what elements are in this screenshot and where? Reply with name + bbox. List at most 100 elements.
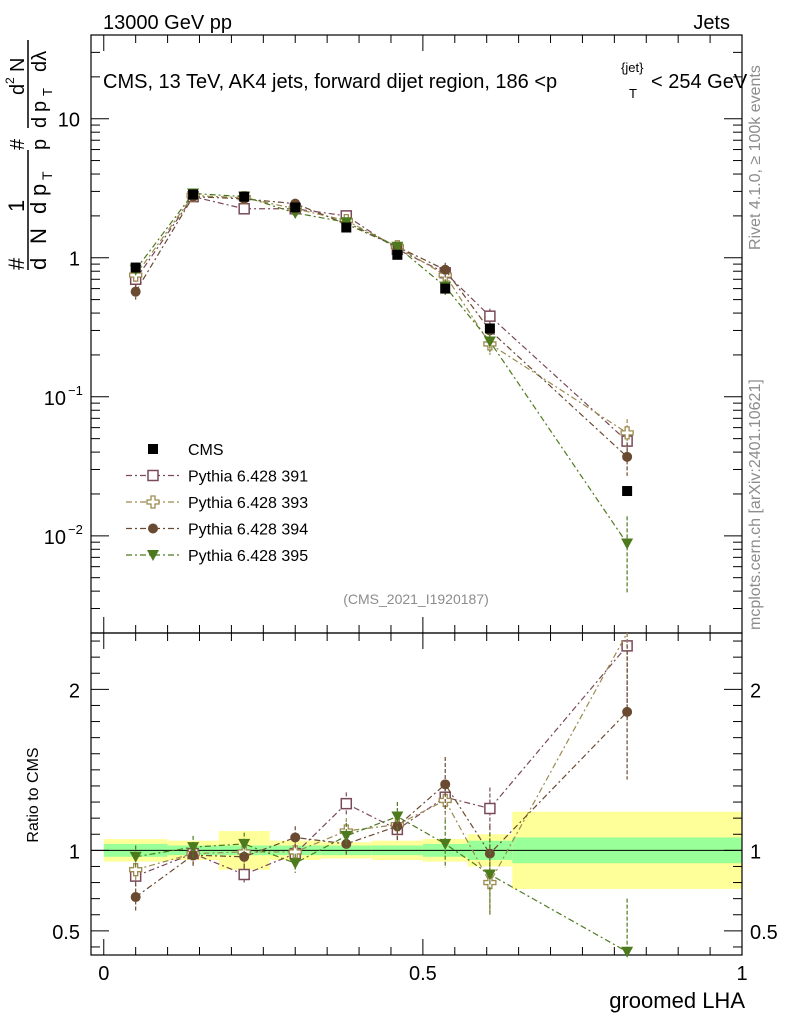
y-tick-label: 10 <box>44 388 66 410</box>
ylabel-sup2: 2 <box>3 77 17 84</box>
series-394-ratio-point <box>290 832 301 843</box>
y-tick-exponent: −2 <box>68 522 83 537</box>
ratio-y-label: Ratio to CMS <box>25 747 42 842</box>
ratio-tick-label-left: 0.5 <box>52 922 80 944</box>
ratio-tick-label-right: 0.5 <box>750 922 778 944</box>
series-395-point <box>483 336 496 348</box>
series-395-ratio-point <box>483 869 496 881</box>
ylabel-t2: T <box>40 88 55 96</box>
ylabel-t1: T <box>39 171 55 180</box>
ylabel-dlambda: dλ <box>29 51 51 72</box>
title-sup: {jet} <box>621 60 644 75</box>
ratio-tick-label-right: 1 <box>750 841 761 863</box>
ylabel-hash1: # <box>4 257 29 270</box>
series-394-line <box>135 196 628 458</box>
series-393-ratio-point <box>129 863 143 877</box>
legend-label: Pythia 6.428 394 <box>188 522 308 539</box>
watermark: (CMS_2021_I1920187) <box>343 591 489 607</box>
series-393-point <box>620 426 634 440</box>
rivet-label: Rivet 4.1.0, ≥ 100k events <box>747 65 764 250</box>
ylabel-p1: p <box>26 184 51 196</box>
series-394-ratio-point <box>622 706 633 717</box>
x-tick-label: 1 <box>736 963 747 985</box>
legend-marker <box>147 469 159 482</box>
series-395-point <box>391 241 404 253</box>
series-395-ratio-line <box>135 815 628 953</box>
ylabel-d1: d <box>26 258 51 270</box>
x-tick-label: 0.5 <box>409 963 437 985</box>
series-395-ratio-point <box>187 842 200 854</box>
y-tick-exponent: −1 <box>68 383 83 398</box>
series-391-ratio-point <box>340 797 353 810</box>
series-395-ratio-point <box>340 830 353 842</box>
legend-marker <box>146 495 160 509</box>
x-axis-label: groomed LHA <box>609 988 745 1013</box>
series-394-ratio-point <box>130 892 141 903</box>
series-394-point <box>130 286 141 297</box>
y-tick-label: 10 <box>44 527 66 549</box>
series-391-line <box>135 195 628 442</box>
ratio-frame <box>90 632 743 956</box>
series-393-line <box>135 194 628 434</box>
series-391-point <box>238 203 250 215</box>
series-394-ratio-point <box>440 779 451 790</box>
cms-data-point <box>290 202 301 213</box>
ratio-plot: 0 0.5 10.5 0.51 12 2 <box>52 632 778 985</box>
series-395-ratio-point <box>391 811 404 823</box>
ratio-tick-label-right: 2 <box>750 680 761 702</box>
cms-data-point <box>484 323 495 334</box>
cms-data-point <box>239 191 250 202</box>
series-395-ratio-point <box>289 858 302 870</box>
title-tail: < 254 GeV <box>651 71 748 93</box>
y-tick-label: 1 <box>69 249 80 271</box>
ylabel-hash2: # <box>7 138 29 150</box>
series-391-ratio-point <box>484 802 496 815</box>
ratio-tick-label-left: 2 <box>69 680 80 702</box>
ratio-tick-label-left: 1 <box>69 841 80 863</box>
legend: CMS Pythia 6.428 391 Pythia 6.428 393 Pythi… <box>126 442 308 565</box>
y-tick-label: 10 <box>58 110 80 132</box>
mcplots-label: mcplots.cern.ch [arXiv:2401.10621] <box>747 379 764 630</box>
ylabel-one: 1 <box>4 200 29 212</box>
ylabel-d4: d <box>29 117 51 128</box>
series-395-point <box>621 538 634 550</box>
cms-data-point <box>622 486 633 497</box>
ylabel-n1: N <box>26 228 51 244</box>
legend-marker <box>147 550 159 561</box>
series-391-ratio-point <box>238 868 250 881</box>
cms-data-point <box>188 189 199 200</box>
series-395-ratio-point <box>439 838 452 850</box>
series-394-point <box>622 451 633 462</box>
legend-marker <box>148 523 158 534</box>
cms-data-point <box>130 262 141 273</box>
legend-label: Pythia 6.428 391 <box>188 469 308 486</box>
series-394-point <box>440 264 451 275</box>
y-axis-label: # 1 d N d p T # p d 2 N d p T dλ <box>3 40 55 270</box>
title-sub: T <box>629 86 637 101</box>
chart-title: CMS, 13 TeV, AK4 jets, forward dijet reg… <box>103 60 748 101</box>
cms-data-point <box>440 283 451 294</box>
header-right: Jets <box>693 12 730 34</box>
series-395-ratio-point <box>238 838 251 850</box>
ylabel-d2: p <box>29 139 51 150</box>
legend-label: Pythia 6.428 393 <box>188 495 308 512</box>
series-395-ratio-point <box>129 851 142 863</box>
main-frame <box>90 34 743 634</box>
series-391-point <box>484 310 496 322</box>
series-395-line <box>135 192 628 544</box>
legend-label: Pythia 6.428 395 <box>188 548 308 565</box>
series-393-ratio-point <box>288 845 302 859</box>
cms-data-point <box>392 249 403 260</box>
series-394-ratio-point <box>239 851 250 862</box>
series-395-ratio-point <box>621 946 634 958</box>
cms-data-point <box>341 222 352 233</box>
ylabel-n2: N <box>7 58 29 72</box>
header-left: 13000 GeV pp <box>103 12 232 34</box>
x-tick-label: 0 <box>98 963 109 985</box>
legend-marker <box>148 444 158 454</box>
ylabel-p3: p <box>29 101 51 112</box>
title-main: CMS, 13 TeV, AK4 jets, forward dijet reg… <box>103 71 557 93</box>
ylabel-d3: d <box>7 84 29 95</box>
